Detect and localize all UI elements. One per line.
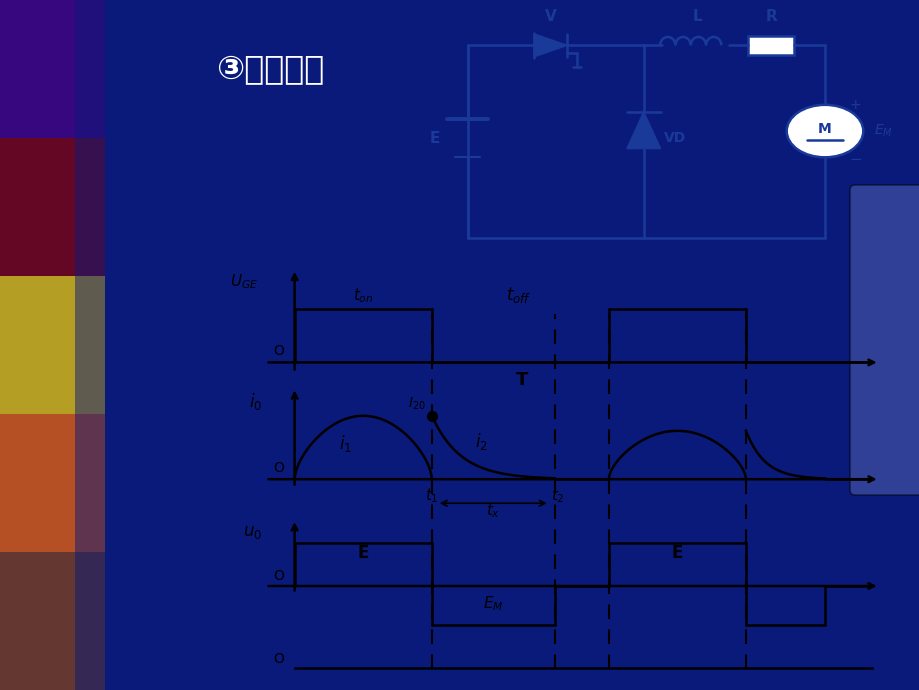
Polygon shape xyxy=(533,34,566,57)
Text: $t_1$: $t_1$ xyxy=(425,486,438,505)
Text: O: O xyxy=(273,461,283,475)
Text: M: M xyxy=(817,121,831,136)
Text: T: T xyxy=(516,371,528,389)
Text: $t_{on}$: $t_{on}$ xyxy=(353,286,373,305)
Bar xyxy=(75,0,105,690)
Text: $i_1$: $i_1$ xyxy=(338,433,351,454)
Text: $i_0$: $i_0$ xyxy=(249,391,262,412)
Text: E: E xyxy=(357,544,369,562)
Bar xyxy=(0,276,105,414)
Bar xyxy=(748,36,793,55)
Polygon shape xyxy=(626,112,660,148)
Text: $E_M$: $E_M$ xyxy=(482,594,503,613)
Text: R: R xyxy=(765,9,777,23)
Text: ③电流断续: ③电流断续 xyxy=(216,54,323,86)
FancyBboxPatch shape xyxy=(849,185,919,495)
Bar xyxy=(0,138,105,276)
Text: +: + xyxy=(849,98,860,112)
Text: $u_0$: $u_0$ xyxy=(243,522,262,540)
Text: $t_{off}$: $t_{off}$ xyxy=(505,285,530,305)
Text: $t_2$: $t_2$ xyxy=(550,486,564,505)
Text: L: L xyxy=(692,9,701,23)
Text: −: − xyxy=(848,152,861,166)
Text: $E_M$: $E_M$ xyxy=(872,123,891,139)
Text: O: O xyxy=(273,652,283,666)
Text: $U_{GE}$: $U_{GE}$ xyxy=(230,273,258,291)
Text: O: O xyxy=(273,344,283,358)
Text: $I_{20}$: $I_{20}$ xyxy=(408,396,425,413)
Text: $t_x$: $t_x$ xyxy=(485,501,500,520)
Text: VD: VD xyxy=(664,131,686,145)
Bar xyxy=(0,552,105,690)
Bar xyxy=(0,414,105,552)
Text: E: E xyxy=(671,544,682,562)
Text: O: O xyxy=(273,569,283,582)
Bar xyxy=(0,0,105,138)
Text: E: E xyxy=(429,130,439,146)
Circle shape xyxy=(786,105,862,157)
Text: $i_2$: $i_2$ xyxy=(474,431,487,452)
Text: V: V xyxy=(544,9,556,23)
